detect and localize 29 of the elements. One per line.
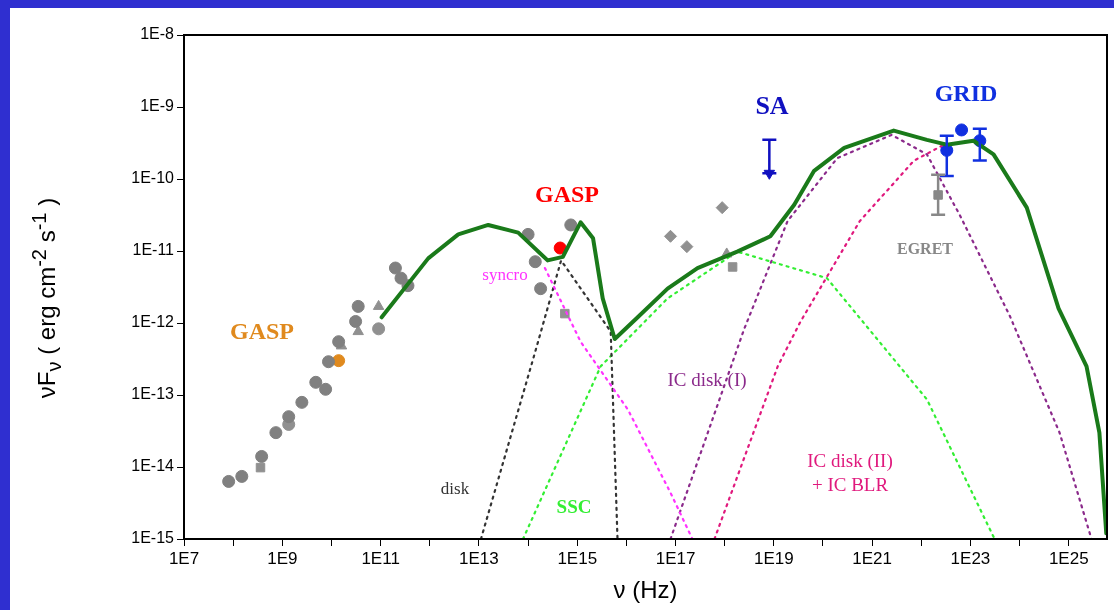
x-tick-label: 1E19 bbox=[753, 548, 794, 568]
x-tick-label: 1E9 bbox=[267, 548, 298, 568]
y-tick-label: 1E-9 bbox=[140, 97, 175, 115]
y-tick-label: 1E-13 bbox=[131, 385, 175, 403]
series-label: SA bbox=[755, 90, 789, 120]
series-label: GASP bbox=[534, 181, 600, 208]
y-tick-label: 1E-8 bbox=[140, 25, 175, 43]
x-tick-label: 1E17 bbox=[655, 548, 696, 568]
y-tick-label: 1E-12 bbox=[131, 313, 175, 331]
series-label: GRID bbox=[934, 80, 998, 107]
x-tick-label: 1E15 bbox=[557, 548, 598, 568]
x-tick-label: 1E25 bbox=[1048, 548, 1089, 568]
x-tick-label: 1E7 bbox=[168, 548, 200, 568]
y-tick-label: 1E-15 bbox=[131, 529, 175, 547]
series-label: syncro bbox=[482, 265, 528, 285]
text: EGRET bbox=[896, 240, 954, 258]
series-label: SSC bbox=[556, 495, 592, 517]
y-tick-label: 1E-10 bbox=[131, 169, 175, 187]
y-tick-label: 1E-14 bbox=[131, 457, 175, 475]
x-tick-label: 1E13 bbox=[459, 548, 499, 568]
text: IC disk (II) + IC BLR bbox=[807, 449, 893, 495]
y-tick-label: 1E-11 bbox=[132, 241, 175, 259]
series-label: disk bbox=[440, 479, 470, 499]
x-axis-title: ν (Hz) bbox=[613, 576, 678, 604]
x-tick-label: 1E21 bbox=[852, 548, 892, 568]
series-label: IC disk (I) bbox=[667, 368, 747, 391]
x-tick-label: 1E23 bbox=[950, 548, 991, 568]
series-label: GASP bbox=[229, 318, 295, 345]
x-tick-label: 1E11 bbox=[361, 548, 400, 568]
